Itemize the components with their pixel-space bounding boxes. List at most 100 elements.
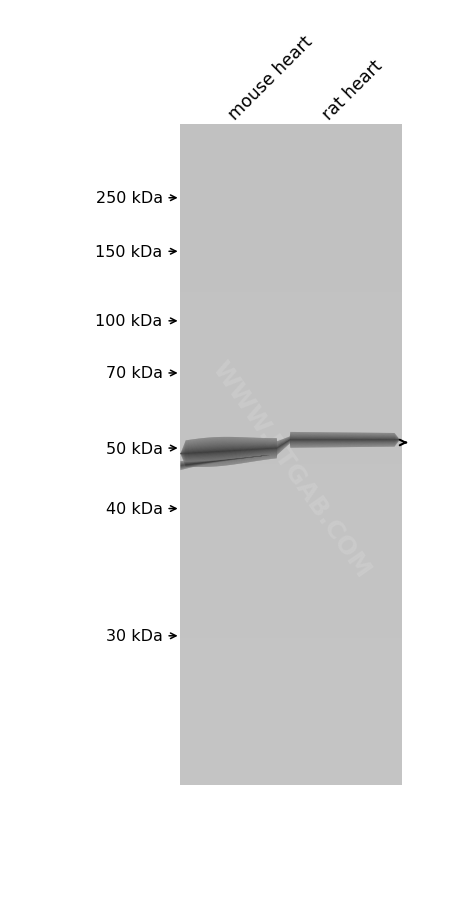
Text: 100 kDa: 100 kDa xyxy=(95,314,162,329)
Bar xyxy=(180,211,401,214)
Polygon shape xyxy=(180,440,399,463)
Polygon shape xyxy=(180,432,399,454)
Polygon shape xyxy=(180,440,399,465)
Bar xyxy=(180,124,401,128)
Polygon shape xyxy=(180,456,269,462)
Bar xyxy=(180,136,401,139)
Bar xyxy=(180,308,401,310)
Bar xyxy=(180,428,401,431)
Bar xyxy=(180,618,401,621)
Polygon shape xyxy=(180,440,399,461)
Bar xyxy=(180,481,401,484)
Bar xyxy=(180,459,401,462)
Bar xyxy=(180,624,401,627)
Bar xyxy=(180,686,401,688)
Bar xyxy=(180,138,401,141)
Bar xyxy=(180,354,401,356)
Bar xyxy=(180,224,401,226)
Bar xyxy=(180,147,401,150)
Bar xyxy=(180,765,401,768)
Bar xyxy=(180,488,401,491)
Bar xyxy=(180,734,401,737)
Bar xyxy=(180,347,401,350)
Bar xyxy=(180,259,401,262)
Bar xyxy=(180,675,401,677)
Bar xyxy=(180,277,401,280)
Polygon shape xyxy=(180,440,399,467)
Polygon shape xyxy=(180,456,269,463)
Bar xyxy=(180,701,401,704)
Polygon shape xyxy=(180,438,399,454)
Bar xyxy=(180,649,401,651)
Polygon shape xyxy=(180,456,269,468)
Text: 30 kDa: 30 kDa xyxy=(106,629,162,644)
Polygon shape xyxy=(180,436,399,454)
Bar xyxy=(180,409,401,411)
Bar xyxy=(180,215,401,218)
Bar xyxy=(180,776,401,778)
Polygon shape xyxy=(180,436,399,454)
Polygon shape xyxy=(180,440,399,464)
Bar xyxy=(180,754,401,757)
Bar xyxy=(180,329,401,332)
Bar xyxy=(180,364,401,367)
Bar xyxy=(180,407,401,410)
Polygon shape xyxy=(180,437,399,454)
Bar xyxy=(180,549,401,552)
Bar xyxy=(180,288,401,290)
Polygon shape xyxy=(180,456,269,466)
Bar xyxy=(180,501,401,504)
Bar xyxy=(180,771,401,775)
Bar xyxy=(180,178,401,180)
Polygon shape xyxy=(180,437,399,454)
Bar xyxy=(180,274,401,277)
Polygon shape xyxy=(180,456,269,462)
Polygon shape xyxy=(180,435,399,454)
Bar xyxy=(180,455,401,457)
Bar xyxy=(180,272,401,275)
Bar xyxy=(180,325,401,328)
Text: 50 kDa: 50 kDa xyxy=(106,441,162,456)
Bar xyxy=(180,584,401,587)
Bar xyxy=(180,143,401,145)
Bar xyxy=(180,494,401,497)
Bar xyxy=(180,389,401,391)
Bar xyxy=(180,410,401,414)
Polygon shape xyxy=(180,456,269,465)
Bar xyxy=(180,257,401,260)
Bar xyxy=(180,728,401,731)
Bar xyxy=(180,538,401,541)
Polygon shape xyxy=(180,456,269,465)
Bar xyxy=(180,520,401,524)
Polygon shape xyxy=(180,440,399,458)
Bar xyxy=(180,684,401,686)
Bar xyxy=(180,565,401,567)
Bar xyxy=(180,571,401,575)
Bar xyxy=(180,305,401,308)
Bar xyxy=(180,723,401,726)
Bar xyxy=(180,464,401,466)
Bar xyxy=(180,552,401,555)
Polygon shape xyxy=(180,439,399,454)
Polygon shape xyxy=(180,456,269,470)
Bar xyxy=(180,615,401,618)
Bar xyxy=(180,404,401,407)
Bar xyxy=(180,453,401,456)
Bar xyxy=(180,263,401,266)
Bar xyxy=(180,589,401,592)
Bar xyxy=(180,450,401,454)
Bar xyxy=(180,193,401,196)
Bar xyxy=(180,673,401,676)
Polygon shape xyxy=(180,437,399,454)
Bar xyxy=(180,336,401,339)
Bar xyxy=(180,179,401,183)
Polygon shape xyxy=(180,440,399,455)
Bar xyxy=(180,769,401,772)
Bar xyxy=(180,759,401,761)
Bar xyxy=(180,710,401,713)
Polygon shape xyxy=(180,440,399,465)
Bar xyxy=(180,213,401,216)
Bar xyxy=(180,167,401,170)
Bar xyxy=(180,640,401,642)
Bar xyxy=(180,160,401,163)
